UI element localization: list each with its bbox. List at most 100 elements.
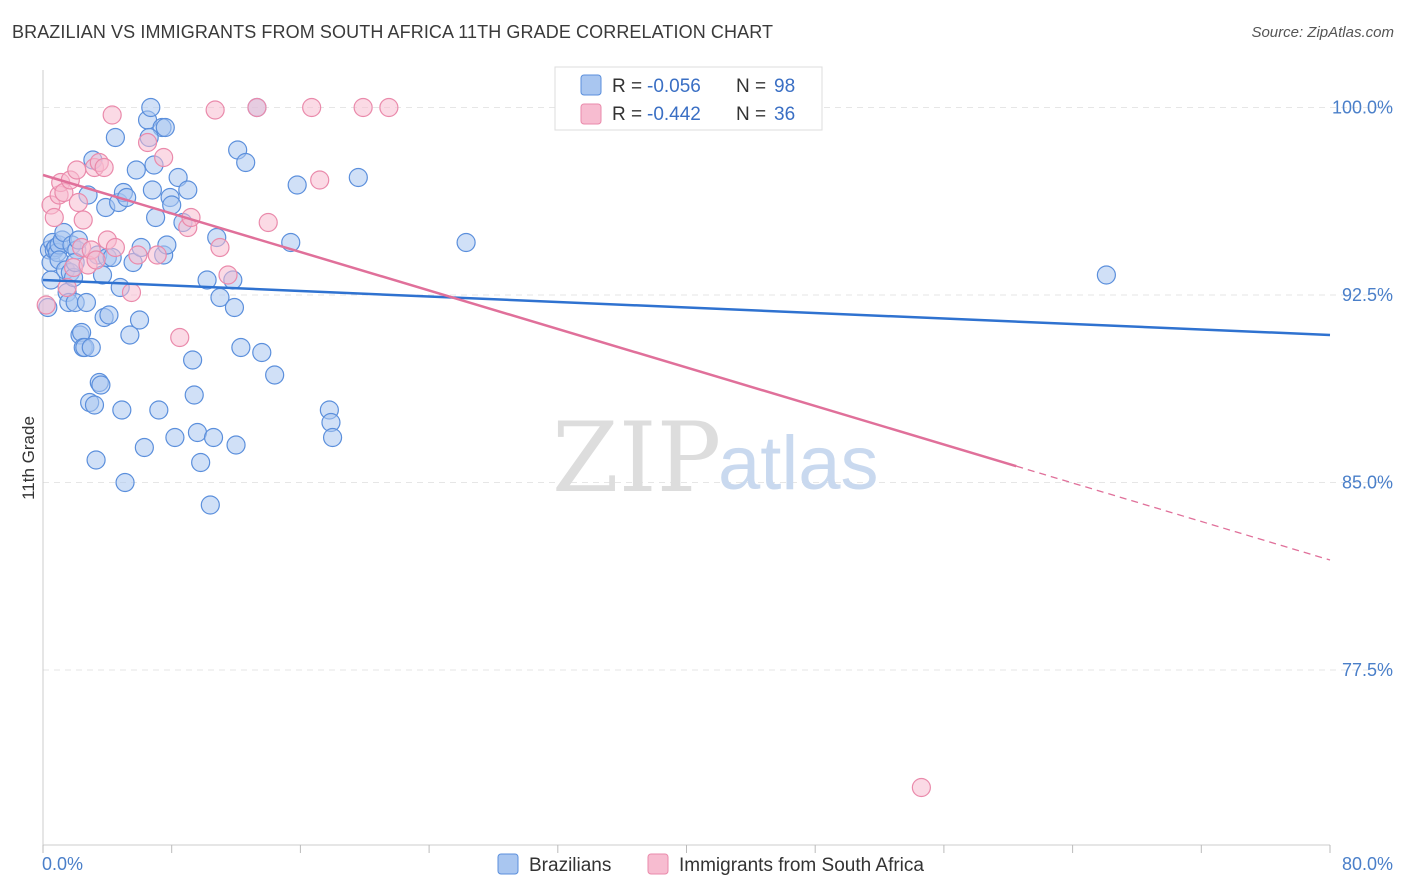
point-south-africa (128, 245, 148, 265)
y-tick-label: 85.0% (1342, 473, 1393, 493)
point-south-africa (353, 97, 373, 118)
point-brazilians (287, 175, 307, 195)
point-south-africa (105, 237, 125, 258)
legend-blue-r-value: -0.056 (647, 76, 701, 97)
point-brazilians (112, 400, 132, 420)
legend-blue-r-label: R = (612, 76, 647, 97)
trend-line-south-africa-extension (1016, 465, 1331, 561)
trend-lines (42, 173, 1331, 561)
legend-pink-n-value: 36 (774, 104, 795, 125)
point-south-africa (218, 265, 238, 285)
point-brazilians (224, 297, 245, 318)
point-brazilians (165, 427, 185, 448)
point-brazilians (142, 180, 162, 200)
point-brazilians (141, 97, 161, 118)
point-brazilians (149, 400, 169, 420)
point-brazilians (126, 160, 146, 180)
trend-line-south-africa (42, 173, 1017, 468)
x-tick-label: 0.0% (42, 854, 83, 874)
bottom-legend-swatch-blue (497, 853, 519, 875)
point-brazilians (81, 337, 101, 358)
y-axis-label: 11th Grade (19, 416, 38, 500)
y-tick-label: 77.5% (1342, 660, 1393, 680)
y-tick-labels: 100.0% 92.5% 85.0% 77.5% (1332, 98, 1393, 681)
point-brazilians (226, 435, 246, 455)
point-brazilians (252, 342, 272, 363)
point-south-africa (36, 295, 56, 315)
point-brazilians (184, 385, 204, 405)
point-brazilians (86, 450, 106, 470)
point-south-africa (102, 105, 122, 125)
legend-swatch-pink (580, 103, 602, 125)
legend-swatch-blue (580, 74, 602, 96)
point-brazilians (129, 310, 150, 330)
series-south-africa-points (36, 97, 931, 798)
point-brazilians (191, 452, 211, 473)
point-brazilians (178, 180, 198, 200)
legend-pink-r-label: R = (612, 104, 647, 125)
chart-source: Source: ZipAtlas.com (1251, 24, 1394, 41)
chart-title: BRAZILIAN VS IMMIGRANTS FROM SOUTH AFRIC… (12, 22, 774, 42)
point-brazilians (99, 305, 119, 325)
x-tick-label: 80.0% (1342, 854, 1393, 874)
point-south-africa (68, 192, 88, 213)
point-south-africa (911, 777, 931, 798)
point-brazilians (187, 422, 208, 443)
point-south-africa (121, 282, 142, 303)
point-brazilians (105, 127, 125, 148)
point-south-africa (137, 132, 158, 153)
point-south-africa (57, 277, 77, 298)
y-tick-label: 92.5% (1342, 285, 1393, 305)
point-brazilians (1096, 265, 1116, 285)
point-brazilians (456, 232, 476, 253)
legend-row-pink: R = -0.442 N = 36 (612, 104, 795, 125)
point-south-africa (73, 210, 93, 230)
watermark: ZIP atlas (552, 402, 879, 514)
point-brazilians (134, 437, 154, 458)
point-south-africa (247, 97, 267, 118)
point-brazilians (115, 472, 135, 493)
stats-legend: R = -0.056 N = 98 R = -0.442 N = 36 (554, 66, 823, 131)
bottom-legend-brazilians: Brazilians (529, 855, 611, 876)
point-brazilians (84, 395, 105, 415)
point-south-africa (170, 327, 190, 348)
point-south-africa (44, 207, 64, 228)
point-south-africa (67, 160, 87, 180)
point-brazilians (231, 337, 251, 358)
trend-line-brazilians (42, 278, 1331, 337)
point-south-africa (258, 212, 278, 233)
point-brazilians (76, 292, 97, 313)
x-tick-labels: 0.0% 80.0% (42, 854, 1393, 874)
point-south-africa (205, 100, 225, 120)
point-south-africa (379, 97, 399, 118)
gridlines (43, 107, 1390, 671)
point-brazilians (236, 152, 256, 173)
legend-pink-n-label: N = (736, 104, 771, 125)
watermark-zip: ZIP (552, 402, 721, 514)
bottom-legend: Brazilians Immigrants from South Africa (497, 853, 924, 876)
point-brazilians (91, 375, 111, 395)
point-south-africa (86, 250, 106, 270)
point-south-africa (147, 245, 167, 265)
point-south-africa (154, 147, 174, 168)
legend-blue-n-value: 98 (774, 76, 795, 97)
point-south-africa (210, 237, 230, 258)
point-brazilians (203, 427, 224, 448)
point-brazilians (200, 495, 220, 515)
point-south-africa (302, 97, 322, 118)
point-brazilians (348, 167, 368, 188)
point-brazilians (322, 427, 343, 448)
point-south-africa (94, 157, 114, 178)
legend-blue-n-label: N = (736, 76, 771, 97)
point-brazilians (155, 117, 175, 138)
point-brazilians (120, 325, 140, 345)
x-ticks (42, 845, 1331, 853)
legend-row-blue: R = -0.056 N = 98 (612, 76, 795, 97)
bottom-legend-south-africa: Immigrants from South Africa (679, 855, 924, 876)
point-south-africa (310, 170, 330, 190)
point-brazilians (265, 365, 285, 385)
watermark-atlas: atlas (718, 421, 879, 506)
point-brazilians (183, 350, 203, 370)
point-brazilians (197, 270, 217, 290)
